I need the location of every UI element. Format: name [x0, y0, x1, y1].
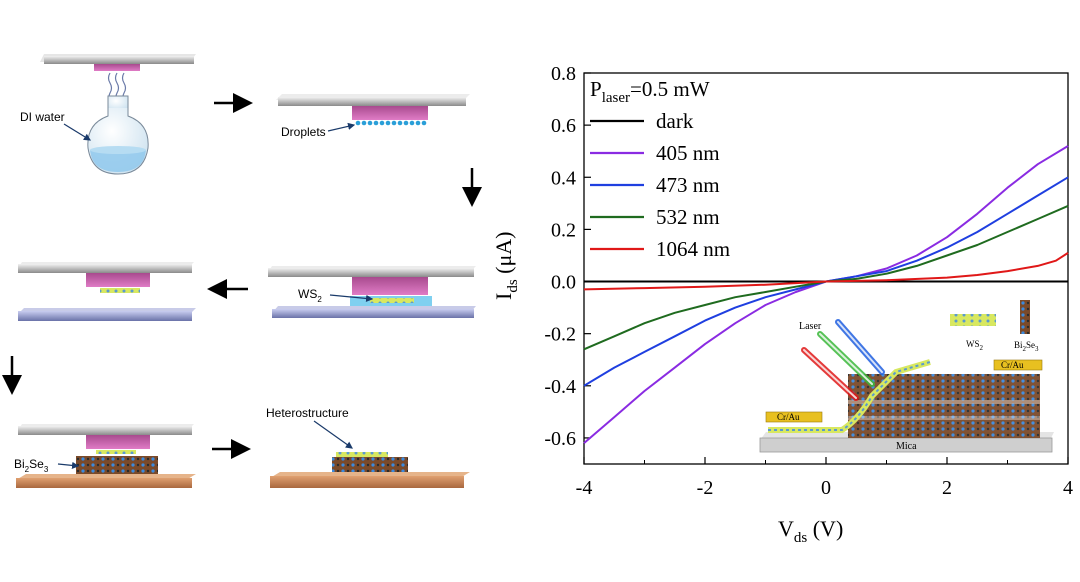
y-tick-label: -0.2 — [544, 324, 576, 346]
legend-label: dark — [656, 109, 694, 133]
y-tick-label: 0.8 — [551, 63, 576, 85]
y-tick-label: 0.0 — [551, 272, 576, 294]
svg-text:Cr/Au: Cr/Au — [1001, 360, 1024, 370]
x-tick-label: -4 — [576, 477, 593, 499]
electrode-left — [765, 411, 823, 423]
step6: Heterostructure — [266, 406, 470, 488]
svg-text:WS2: WS2 — [966, 339, 984, 352]
bi2se3-label: Bi2Se3 — [14, 457, 49, 474]
x-tick-label: 2 — [942, 477, 952, 499]
legend: dark 405 nm 473 nm 532 nm 1064 nm — [590, 109, 730, 261]
axis-ticks — [583, 72, 1069, 464]
series-1064-nm — [583, 252, 1069, 291]
device-inset: Mica Cr/Au Cr/Au — [759, 300, 1054, 453]
di-water-pointer — [63, 123, 92, 141]
crystal-structure-legend: WS2 Bi2Se3 — [950, 300, 1039, 353]
droplets-label: Droplets — [281, 125, 326, 139]
legend-label: 1064 nm — [656, 237, 730, 261]
y-tick-label: 0.2 — [551, 219, 576, 241]
step2: Droplets — [276, 94, 470, 139]
y-tick-label: 0.4 — [551, 167, 576, 189]
x-tick-labels: -4 -2 0 2 4 — [576, 477, 1073, 499]
y-tick-label: -0.6 — [544, 428, 576, 450]
bi2se3-crystal — [76, 456, 158, 474]
laser-label: Laser — [799, 321, 822, 332]
electrode-right — [993, 359, 1043, 371]
series-lines — [583, 145, 1069, 444]
y-tick-label: 0.6 — [551, 115, 576, 137]
bi2se3-layers — [848, 374, 1040, 438]
iv-chart: 0.8 0.6 0.4 0.2 0.0 -0.2 -0.4 -0.6 -4 -2 0 2 4 Vds … — [491, 63, 1073, 546]
legend-label: 405 nm — [656, 141, 720, 165]
plate — [44, 56, 194, 64]
svg-text:Cr/Au: Cr/Au — [777, 412, 800, 422]
legend-label: 473 nm — [656, 173, 720, 197]
legend-label: 532 nm — [656, 205, 720, 229]
x-axis-label: Vds (V) — [778, 516, 843, 546]
di-water-label: DI water — [20, 110, 65, 124]
step3: WS2 — [268, 266, 476, 318]
step1: DI water — [20, 54, 196, 175]
power-annotation: Plaser=0.5 mW — [590, 77, 710, 106]
ws2-label: WS2 — [298, 287, 322, 304]
heater — [94, 64, 140, 71]
step5: Bi2Se3 — [14, 424, 196, 488]
mica-label: Mica — [896, 441, 917, 452]
schematic: DI water Droplets — [2, 54, 482, 488]
x-tick-label: 0 — [821, 477, 831, 499]
heterostructure-label: Heterostructure — [266, 406, 349, 420]
svg-text:Bi2Se3: Bi2Se3 — [1014, 340, 1039, 353]
step4 — [18, 262, 196, 321]
y-tick-label: -0.4 — [544, 376, 576, 398]
laser-beams — [801, 319, 885, 401]
y-axis-label: Ids (μA) — [491, 231, 521, 300]
x-tick-label: -2 — [697, 477, 714, 499]
flask — [87, 95, 149, 175]
droplets — [355, 120, 427, 126]
x-tick-label: 4 — [1063, 477, 1073, 499]
y-tick-labels: 0.8 0.6 0.4 0.2 0.0 -0.2 -0.4 -0.6 — [544, 63, 576, 450]
